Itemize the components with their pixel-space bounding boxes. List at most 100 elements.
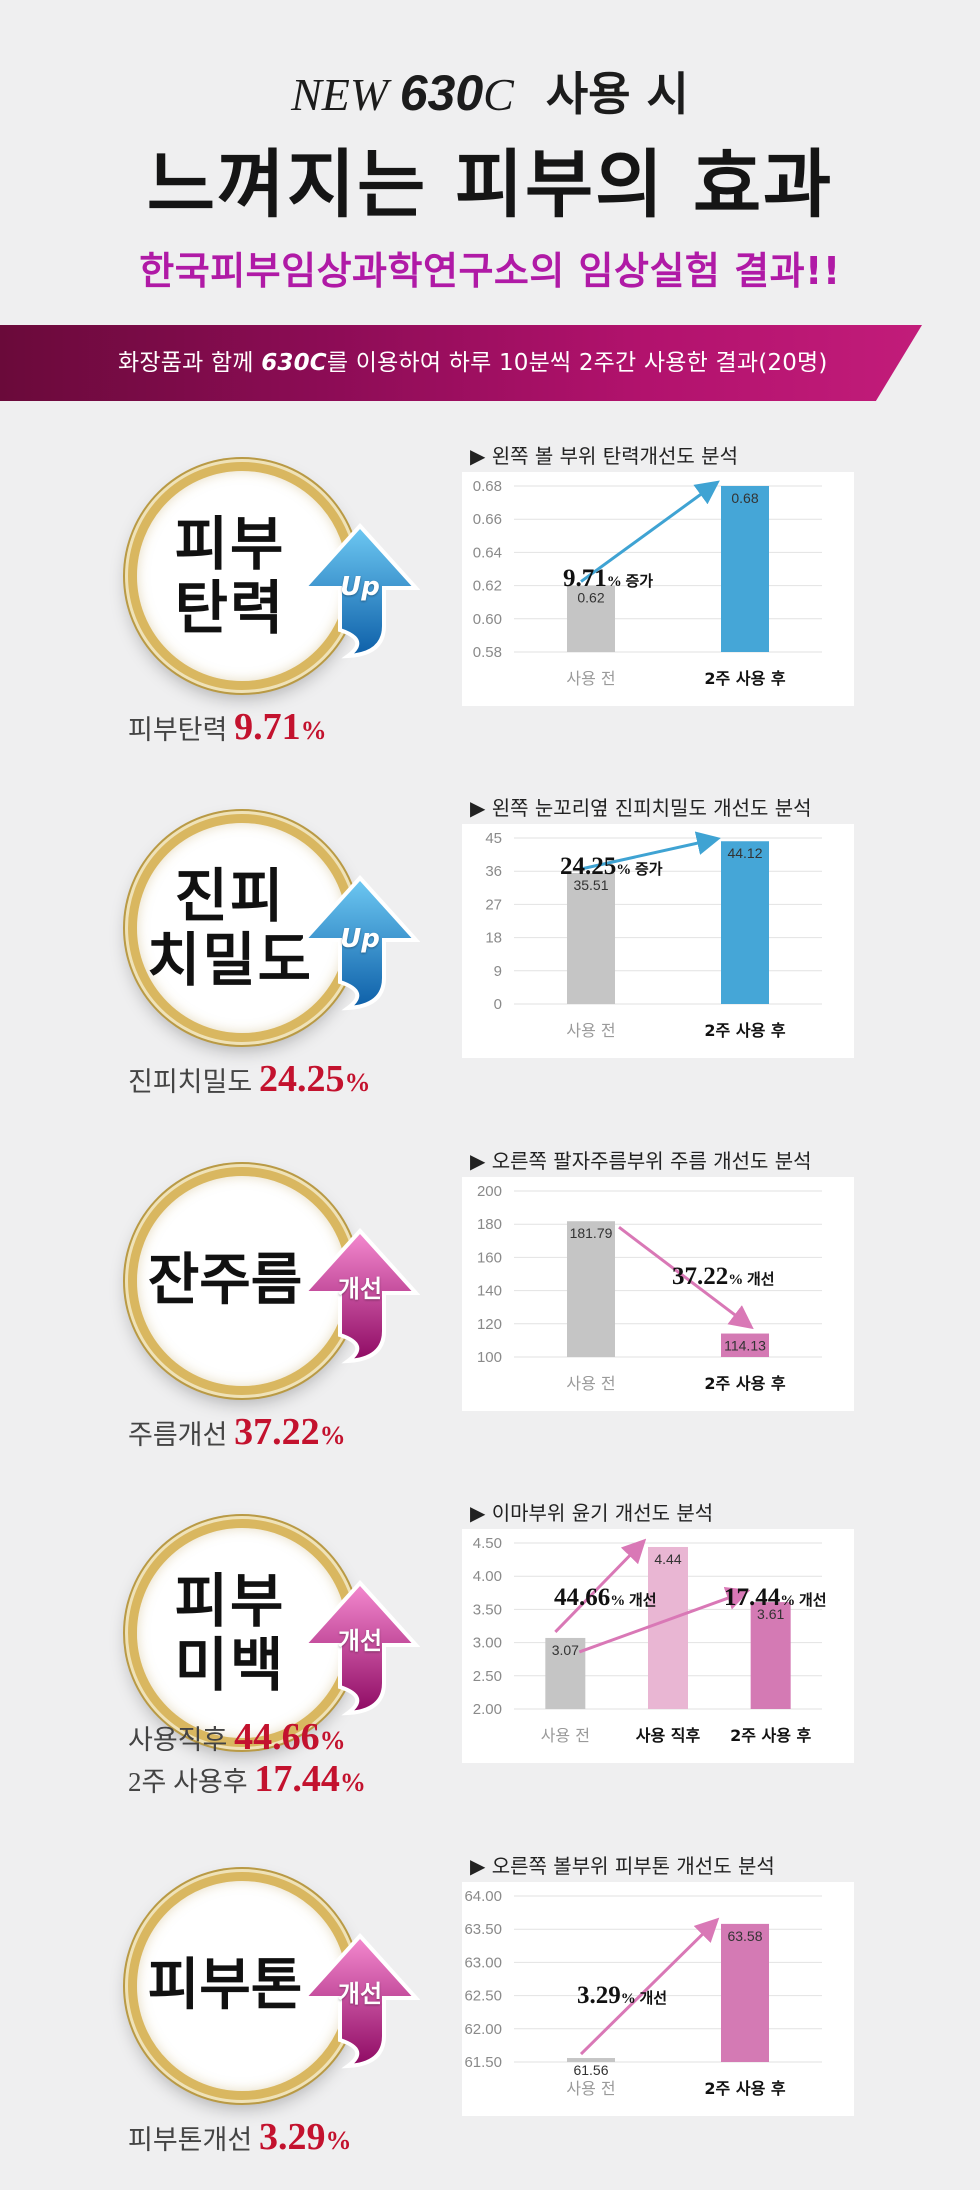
result-value: 24.25 [258, 1058, 345, 1100]
chart-title: ▶ 왼쪽 볼 부위 탄력개선도 분석 [470, 444, 738, 468]
value-label: 3.07 [552, 1642, 579, 1658]
y-tick-label: 100 [477, 1349, 502, 1366]
y-tick-label: 63.50 [464, 1921, 502, 1938]
badge-improve-label: 개선 [337, 1980, 383, 2008]
result-caption: 사용직후 44.66% [128, 1716, 346, 1758]
badge-line1: 진피 [174, 862, 286, 930]
section-dermal-density: 진피 치밀도 Up 진피치밀도 24.25% ▶ 왼쪽 눈꼬리옆 진피치밀도 개… [0, 792, 980, 1132]
y-tick-label: 18 [485, 930, 502, 947]
value-label: 114.13 [724, 1338, 766, 1354]
chart-wrinkle: 100 120 140 160 180 200 181.79 사용 전 114.13 2주 사용 … [462, 1177, 854, 1411]
chart-svg: 2.00 2.50 3.00 3.50 4.00 4.50 3.07 사용 전 4.44 사용 직… [473, 1535, 827, 1745]
study-banner: 화장품과 함께 630C를 이용하여 하루 10분씩 2주간 사용한 결과(20… [0, 325, 922, 401]
result-caption: 진피치밀도 24.25% [128, 1058, 371, 1100]
chart-plot: 0.58 0.60 0.62 0.64 0.66 0.68 0.62 사용 전 0.68 2주 사… [473, 478, 822, 688]
x-tick-label: 사용 전 [566, 669, 615, 688]
chart-title: ▶ 왼쪽 눈꼬리옆 진피치밀도 개선도 분석 [470, 796, 812, 820]
improve-arrow-icon: 개선 [299, 1579, 421, 1719]
badge-improve-label: 개선 [337, 1275, 383, 1303]
x-tick-label: 2주 사용 후 [704, 1374, 785, 1393]
chart-elasticity: 0.58 0.60 0.62 0.64 0.66 0.68 0.62 사용 전 0.68 2주 사… [462, 472, 854, 706]
banner-model: 630C [261, 350, 327, 376]
page-subtitle: 한국피부임상과학연구소의 임상실험 결과!! [139, 249, 841, 293]
result-value: 9.71 [234, 706, 301, 748]
header-suffix: 사용 시 [545, 67, 689, 121]
value-label: 4.44 [654, 1551, 681, 1567]
y-tick-label: 2.50 [473, 1668, 502, 1685]
y-tick-label: 36 [485, 863, 502, 880]
chart-title: ▶ 오른쪽 볼부위 피부톤 개선도 분석 [470, 1854, 775, 1878]
bar [567, 2058, 615, 2062]
x-tick-label: 사용 전 [566, 1021, 615, 1040]
badge-line1: 피부 [174, 1567, 286, 1635]
bar [567, 585, 615, 652]
result-caption: 주름개선 37.22% [128, 1411, 346, 1453]
up-arrow-icon: Up [299, 522, 421, 662]
y-tick-label: 200 [477, 1183, 502, 1200]
chart-svg: 100 120 140 160 180 200 181.79 사용 전 114.13 2주 사용 … [477, 1183, 822, 1393]
annotation-value: 3.29% 개선 [577, 1982, 667, 2009]
trend-arrow [579, 1917, 720, 2056]
result-value: 3.29 [258, 2116, 326, 2158]
y-tick-label: 9 [494, 963, 502, 980]
annotation-value: 24.25% 증가 [560, 853, 663, 880]
banner-post: 를 이용하여 하루 10분씩 2주간 사용한 결과(20명) [326, 350, 828, 376]
chart-plot: 0 9 18 27 36 45 35.51 사용 전 44.12 2주 사용 후 [485, 830, 822, 1040]
chart-plot: 100 120 140 160 180 200 181.79 사용 전 114.13 2주 사용 … [477, 1183, 822, 1393]
bar [648, 1546, 688, 1709]
y-tick-label: 0.66 [473, 511, 502, 528]
chart-title: ▶ 이마부위 윤기 개선도 분석 [470, 1501, 714, 1525]
result-value: 37.22 [234, 1411, 320, 1453]
result-value-2: 17.44 [254, 1758, 340, 1800]
badge-up-label: Up [340, 572, 380, 602]
y-tick-label: 62.00 [464, 2021, 502, 2038]
improve-arrow-icon: 개선 [299, 1227, 421, 1367]
y-tick-label: 62.50 [464, 1988, 502, 2005]
result-caption: 피부톤개선 3.29% [128, 2116, 352, 2158]
badge-line1: 피부 [174, 510, 286, 578]
annotation-value-2: 17.44% 개선 [724, 1584, 827, 1611]
value-label: 0.68 [731, 490, 758, 506]
section-elasticity: 피부 탄력 Up 피부탄력 9.71% ▶ 왼쪽 볼 부위 탄력개선도 분석 0… [0, 440, 980, 780]
y-tick-label: 180 [477, 1216, 502, 1233]
chart-svg: 0 9 18 27 36 45 35.51 사용 전 44.12 2주 사용 후 24.25% 증… [485, 830, 822, 1040]
x-tick-label: 사용 전 [566, 2079, 615, 2098]
chart-dermal-density: 0 9 18 27 36 45 35.51 사용 전 44.12 2주 사용 후 24.25% 증… [462, 824, 854, 1058]
trend-arrow [554, 1538, 647, 1633]
result-value: 44.66 [234, 1716, 320, 1758]
x-tick-label: 사용 전 [541, 1726, 590, 1745]
value-label: 181.79 [570, 1225, 613, 1241]
y-tick-label: 0.68 [473, 478, 502, 495]
badge-line1: 피부톤 [147, 1953, 303, 2018]
y-tick-label: 4.50 [473, 1535, 502, 1552]
y-tick-label: 140 [477, 1283, 502, 1300]
badge-line2: 탄력 [174, 574, 286, 642]
bar [545, 1637, 586, 1709]
bar [721, 1923, 769, 2062]
chart-svg: 0.58 0.60 0.62 0.64 0.66 0.68 0.62 사용 전 0.68 2주 사… [473, 478, 822, 688]
trend-arrow [580, 480, 720, 583]
badge-line2: 치밀도 [146, 926, 314, 994]
chart-plot: 2.00 2.50 3.00 3.50 4.00 4.50 3.07 사용 전 4.44 사용 직… [473, 1535, 822, 1745]
header-model-number: 630 [399, 65, 484, 121]
improve-arrow-icon: 개선 [299, 1932, 421, 2072]
value-label: 61.56 [573, 2062, 608, 2078]
chart-skin-tone: 61.50 62.00 62.50 63.00 63.50 64.00 61.56 사용 전 6… [462, 1882, 854, 2116]
page-title: 느껴지는 피부의 효과 [146, 142, 834, 228]
result-caption: 피부탄력 9.71% [128, 706, 327, 748]
y-tick-label: 0.58 [473, 644, 502, 661]
bar [750, 1602, 791, 1709]
y-tick-label: 0.64 [473, 544, 502, 561]
badge-line1: 잔주름 [147, 1248, 303, 1313]
y-tick-label: 61.50 [464, 2054, 502, 2071]
y-tick-label: 0 [494, 996, 502, 1013]
value-label: 0.62 [577, 590, 604, 606]
badge-dermal-density: 진피 치밀도 [128, 814, 356, 1042]
bar [721, 841, 769, 1004]
y-tick-label: 4.00 [473, 1568, 502, 1585]
bar [721, 486, 769, 652]
annotation-value: 37.22% 개선 [672, 1263, 775, 1290]
header-model-c: C [483, 69, 514, 120]
